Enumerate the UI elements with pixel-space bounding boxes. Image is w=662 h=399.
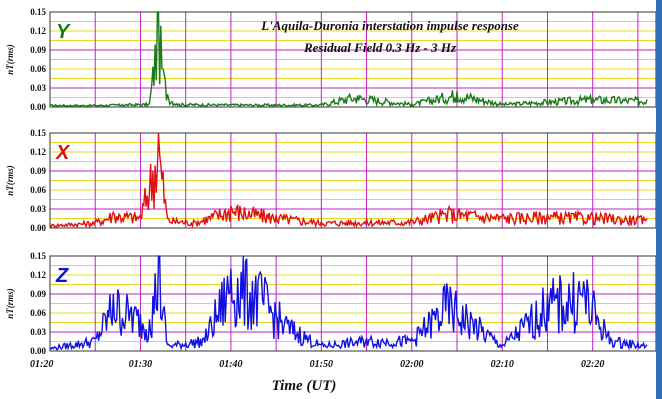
y-tick-label: 0.09 [30, 166, 46, 176]
x-tick-label: 01:40 [219, 359, 242, 370]
panel-x: 0.00 0.03 0.06 0.09 0.12 0.15 XnT(rms) [5, 128, 657, 233]
y-axis-label: nT(rms) [5, 44, 15, 75]
y-tick-label: 0.00 [30, 223, 46, 233]
chart-title: L'Aquila-Duronia interstation impulse re… [260, 18, 519, 33]
x-tick-label: 02:20 [581, 359, 604, 370]
y-tick-label: 0.00 [30, 102, 46, 112]
y-tick-label: 0.09 [30, 45, 46, 55]
x-tick-label: 02:10 [491, 359, 514, 370]
series-line-z [49, 255, 648, 351]
window-edge-bar [656, 0, 662, 399]
component-label: Y [56, 21, 71, 43]
chart-subtitle: Residual Field 0.3 Hz - 3 Hz [303, 40, 457, 55]
y-tick-label: 0.12 [30, 270, 46, 280]
y-tick-label: 0.12 [30, 147, 46, 157]
y-tick-label: 0.06 [30, 308, 46, 318]
y-tick-label: 0.03 [30, 204, 46, 214]
y-tick-label: 0.06 [30, 185, 46, 195]
y-tick-label: 0.06 [30, 64, 46, 74]
y-tick-label: 0.03 [30, 83, 46, 93]
x-axis-label: Time (UT) [272, 378, 337, 394]
y-tick-label: 0.09 [30, 289, 46, 299]
x-tick-label: 02:00 [400, 359, 423, 370]
y-axis-label: nT(rms) [5, 165, 15, 196]
x-tick-label: 01:50 [310, 359, 333, 370]
panel-z: 0.00 0.03 0.06 0.09 0.12 0.15 ZnT(rms) [5, 251, 657, 356]
y-tick-label: 0.15 [30, 128, 46, 138]
y-tick-label: 0.15 [30, 251, 46, 261]
x-tick-labels: 01:20 01:30 01:40 01:50 02:00 02:10 02:20 [30, 359, 604, 370]
x-tick-label: 01:30 [129, 359, 152, 370]
y-tick-label: 0.12 [30, 26, 46, 36]
panel-y: 0.00 0.03 0.06 0.09 0.12 0.15 YnT(rms) [5, 7, 657, 112]
y-tick-label: 0.03 [30, 327, 46, 337]
component-label: X [55, 142, 71, 164]
series-line-y [49, 11, 648, 108]
x-tick-label: 01:20 [30, 359, 53, 370]
y-axis-label: nT(rms) [5, 288, 15, 319]
component-label: Z [55, 265, 69, 287]
chart-panels: 0.00 0.03 0.06 0.09 0.12 0.15 YnT(rms) 0.00 0.03… [5, 7, 657, 356]
y-tick-label: 0.00 [30, 346, 46, 356]
series-line-x [49, 132, 648, 229]
y-tick-label: 0.15 [30, 7, 46, 17]
